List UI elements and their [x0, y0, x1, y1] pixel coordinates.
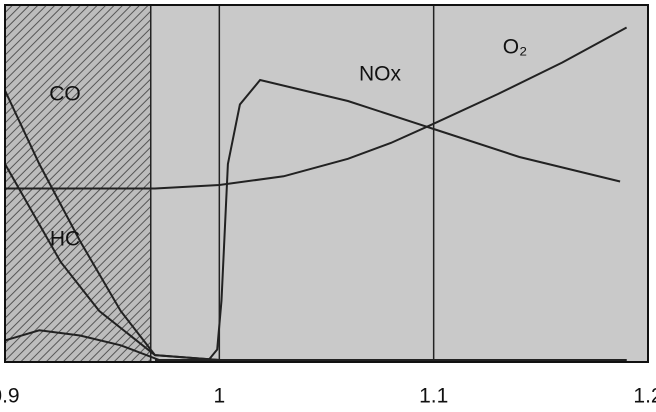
plot-frame [4, 4, 649, 363]
series-label: NOx [359, 63, 402, 86]
x-tick-label: 1 [213, 385, 225, 408]
series-label: O₂ [503, 36, 528, 59]
series-line [5, 26, 628, 190]
x-tick-label: 0.9 [0, 385, 20, 408]
series-line [155, 78, 621, 361]
x-tick-label: 1.2 [633, 385, 656, 408]
series-label: CO [49, 83, 81, 106]
series-label: HC [50, 228, 80, 251]
x-tick-label: 1.1 [419, 385, 448, 408]
shaded-region [4, 4, 152, 363]
series-line [4, 329, 627, 361]
